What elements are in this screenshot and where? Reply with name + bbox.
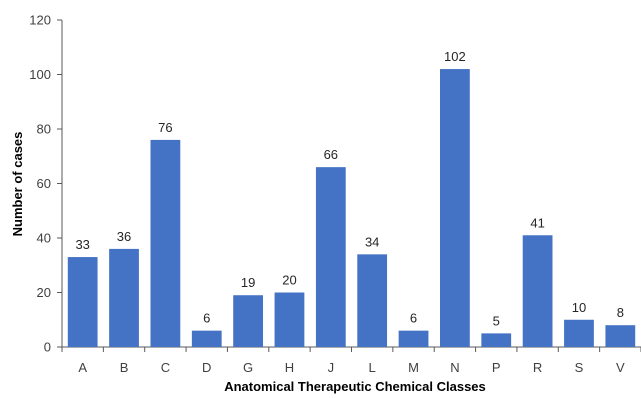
data-label: 66 [324, 147, 338, 162]
data-label: 41 [530, 215, 544, 230]
x-tick-label: D [202, 360, 211, 375]
data-label: 34 [365, 234, 379, 249]
y-tick-label: 80 [37, 122, 51, 137]
data-label: 76 [158, 120, 172, 135]
y-tick-label: 100 [29, 67, 51, 82]
bar-p [481, 333, 512, 347]
data-label: 19 [241, 275, 255, 290]
bar-m [398, 330, 429, 347]
bar-v [605, 325, 636, 347]
bar-j [315, 167, 346, 347]
bar-h [274, 292, 305, 347]
x-tick-label: R [533, 360, 542, 375]
x-tick-label: G [243, 360, 253, 375]
x-tick-label: P [492, 360, 501, 375]
x-tick-label: A [78, 360, 87, 375]
x-tick-label: B [120, 360, 129, 375]
bar-r [522, 235, 553, 347]
x-tick-label: S [575, 360, 584, 375]
x-axis-title: Anatomical Therapeutic Chemical Classes [224, 379, 486, 394]
bar-b [109, 248, 139, 347]
x-tick-label: H [285, 360, 294, 375]
bar-n [440, 69, 470, 348]
x-tick-label: L [369, 360, 376, 375]
data-label: 6 [410, 311, 417, 326]
data-label: 6 [203, 311, 210, 326]
y-tick-label: 0 [44, 340, 51, 355]
data-label: 8 [617, 305, 624, 320]
bar-l [357, 254, 388, 347]
x-tick-label: N [450, 360, 459, 375]
x-tick-label: V [616, 360, 625, 375]
x-tick-label: M [408, 360, 419, 375]
x-tick-label: J [328, 360, 335, 375]
y-axis-title: Number of cases [10, 132, 25, 237]
data-label: 33 [75, 237, 89, 252]
y-tick-label: 120 [29, 13, 51, 28]
y-tick-label: 40 [37, 231, 51, 246]
bar-a [67, 257, 98, 347]
data-label: 36 [117, 229, 131, 244]
data-label: 102 [444, 49, 466, 64]
x-tick-label: C [161, 360, 170, 375]
bar-c [150, 139, 181, 347]
data-label: 5 [493, 313, 500, 328]
data-label: 10 [572, 300, 586, 315]
data-label: 20 [282, 273, 296, 288]
plot-area: 0 20 40 60 80 100 120 33 A 36 B 76 C 6 D 19 G 20 H 66 J 34 L 6 M… [29, 13, 641, 375]
bar-d [191, 330, 222, 347]
bar-s [564, 319, 594, 347]
bar-g [233, 295, 263, 347]
y-tick-label: 20 [37, 285, 51, 300]
y-tick-label: 60 [37, 176, 51, 191]
